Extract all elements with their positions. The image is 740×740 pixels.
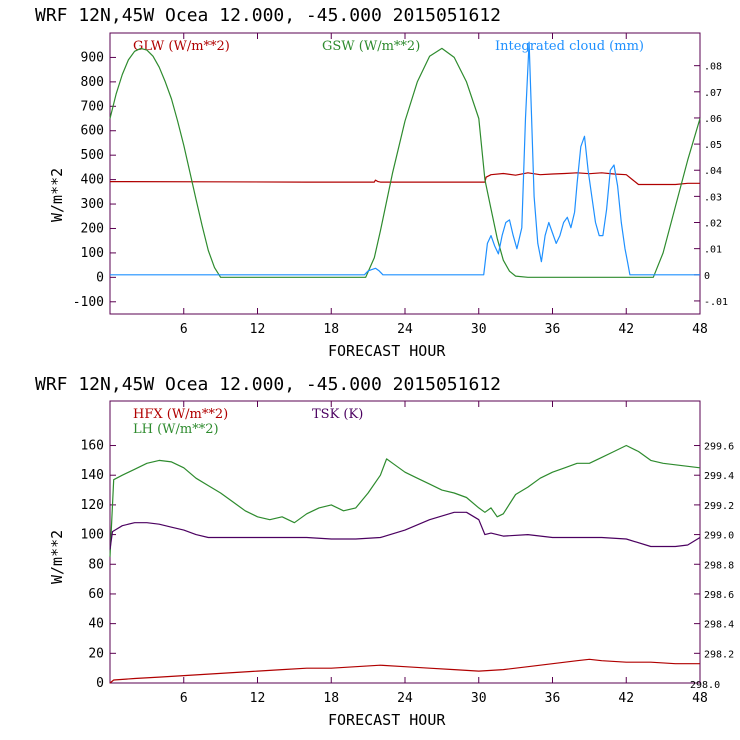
top-x-tick-label: 24 [397,322,413,337]
top-series-group [109,41,701,278]
bottom-series-group [109,444,701,684]
bottom-right-tick-label: 298.6 [704,590,734,601]
bottom-right-tick-label: 299.4 [704,471,734,482]
bottom-x-tick-label: 36 [545,691,561,706]
bottom-right-ticks: 298.2 298.4 298.6 298.8 299.0 299.2 299.4 299.6 [694,442,734,660]
top-right-tick-label: .05 [704,140,722,151]
legend-integrated-cloud: Integrated cloud (mm) [495,39,644,54]
bottom-right-tick-label: 299.2 [704,501,734,512]
bottom-x-tick-label: 48 [692,691,708,706]
bottom-right-tick-label: 298.2 [704,649,734,660]
top-y-tick-label: 0 [96,270,104,285]
bottom-series-tsk-line [109,511,701,550]
top-y-axis-label: W/m**2 [48,168,66,222]
top-right-tick-label: .06 [704,114,722,125]
top-right-tick-label: 0 [704,271,710,282]
top-series-integrated-line [110,41,700,276]
top-y-tick-label: 700 [81,99,104,114]
bottom-right-tick-label: 299.0 [704,531,734,542]
top-chart-title: WRF 12N,45W Ocea 12.000, -45.000 2015051… [35,5,501,26]
top-right-ticks: -.01 0 .01 .02 .03 .04 .05 .06 .07 .08 [694,62,728,308]
top-x-tick-label: 42 [618,322,634,337]
top-chart: WRF 12N,45W Ocea 12.000, -45.000 2015051… [35,5,728,360]
bottom-x-tick-label: 30 [471,691,487,706]
top-x-tick-label: 30 [471,322,487,337]
top-y-ticks: -100 0 100 200 300 400 500 600 700 800 900 [73,50,116,310]
bottom-x-axis-label: FORECAST HOUR [328,711,446,729]
legend-tsk: TSK (K) [312,407,363,422]
top-x-tick-label: 48 [692,322,708,337]
top-y-tick-label: 800 [81,75,104,90]
top-right-tick-label: .08 [704,62,722,73]
top-right-tick-label: .01 [704,245,722,256]
top-x-tick-label: 36 [545,322,561,337]
bottom-x-tick-label: 6 [180,691,188,706]
bottom-right-tick-label: 298.8 [704,560,734,571]
top-y-tick-label: 400 [81,173,104,188]
top-y-tick-label: 900 [81,50,104,65]
top-y-tick-label: 300 [81,197,104,212]
bottom-y-tick-label: 20 [88,646,104,661]
bottom-x-tick-label: 24 [397,691,413,706]
top-y-tick-label: 600 [81,124,104,139]
bottom-chart-title: WRF 12N,45W Ocea 12.000, -45.000 2015051… [35,374,501,395]
legend-hfx: HFX (W/m**2) [133,407,228,422]
bottom-x-ticks: 6 12 18 24 30 36 42 48 [180,401,708,706]
bottom-series-hfx-line [109,658,700,684]
bottom-x-tick-label: 42 [618,691,634,706]
bottom-y-tick-label: 0 [96,676,104,691]
bottom-plot-frame [109,400,701,684]
top-right-tick-label: .07 [704,88,722,99]
legend-glw: GLW (W/m**2) [133,39,230,54]
bottom-y-tick-label: 100 [81,528,104,543]
bottom-x-tick-label: 12 [250,691,266,706]
bottom-x-tick-label: 18 [323,691,339,706]
top-y-tick-label: 200 [81,221,104,236]
bottom-right-tick-label: 299.6 [704,442,734,453]
bottom-y-axis-label: W/m**2 [48,530,66,584]
top-right-tick-label: .02 [704,219,722,230]
bottom-chart: WRF 12N,45W Ocea 12.000, -45.000 2015051… [35,374,734,729]
top-right-tick-label: -.01 [704,297,728,308]
legend-lh: LH (W/m**2) [133,422,219,437]
bottom-series-lh-line [109,444,701,557]
top-x-ticks: 6 12 18 24 30 36 42 48 [180,33,708,337]
bottom-y-ticks: 0 20 40 60 80 100 120 140 160 [81,439,116,691]
top-y-tick-label: -100 [73,295,104,310]
top-x-tick-label: 18 [323,322,339,337]
bottom-y-tick-label: 160 [81,439,104,454]
top-right-tick-label: .03 [704,192,722,203]
bottom-y-tick-label: 40 [88,617,104,632]
top-right-tick-label: .04 [704,166,722,177]
bottom-right-tick-label: 298.4 [704,620,734,631]
top-series-glw-line [109,172,700,186]
top-x-tick-label: 6 [180,322,188,337]
bottom-y-tick-label: 120 [81,498,104,513]
bottom-y-tick-label: 60 [88,587,104,602]
top-y-tick-label: 500 [81,148,104,163]
top-series-gsw-line [109,47,701,278]
top-y-tick-label: 100 [81,246,104,261]
bottom-y-tick-label: 80 [88,557,104,572]
bottom-y-tick-label: 140 [81,468,104,483]
bottom-right-corner-label: 298.0 [690,680,720,691]
legend-gsw: GSW (W/m**2) [322,39,420,54]
top-x-tick-label: 12 [250,322,266,337]
top-x-axis-label: FORECAST HOUR [328,342,446,360]
